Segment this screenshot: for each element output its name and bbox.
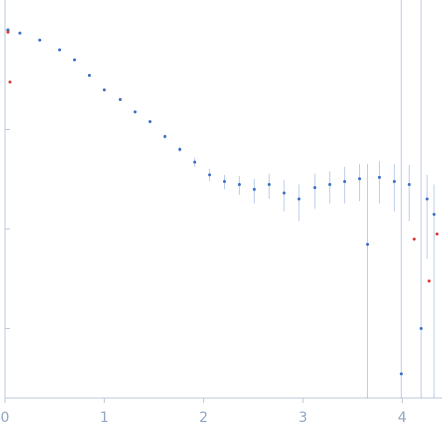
point (8, 80, 12, 84)
point (412, 237, 416, 241)
point (432, 212, 436, 216)
point (267, 182, 271, 186)
point (407, 182, 411, 186)
point (222, 179, 226, 183)
point (425, 197, 429, 201)
point (419, 326, 423, 330)
point (377, 175, 381, 179)
point (18, 31, 22, 35)
point (208, 173, 212, 177)
point (118, 98, 122, 101)
point (328, 182, 332, 186)
point (38, 38, 42, 42)
point (282, 191, 286, 195)
point (73, 58, 77, 62)
x-tick-label: 4 (398, 410, 407, 426)
point (435, 232, 439, 236)
point (6, 28, 10, 32)
point (366, 242, 370, 246)
point (237, 182, 241, 186)
point (178, 147, 182, 151)
point (252, 187, 256, 191)
point (193, 160, 197, 164)
point (87, 73, 91, 77)
x-tick-label: 3 (298, 410, 307, 426)
point (6, 30, 10, 34)
point (148, 120, 152, 124)
point (102, 88, 106, 92)
point (427, 279, 431, 283)
point (358, 177, 362, 181)
point (343, 179, 347, 183)
point (399, 372, 403, 376)
point (58, 48, 62, 52)
point (163, 134, 167, 138)
x-tick-label: 0 (1, 410, 10, 426)
point (133, 110, 137, 114)
point (297, 197, 301, 201)
x-tick-label: 1 (100, 410, 109, 426)
point (392, 179, 396, 183)
x-tick-label: 2 (199, 410, 208, 426)
point (313, 186, 317, 190)
